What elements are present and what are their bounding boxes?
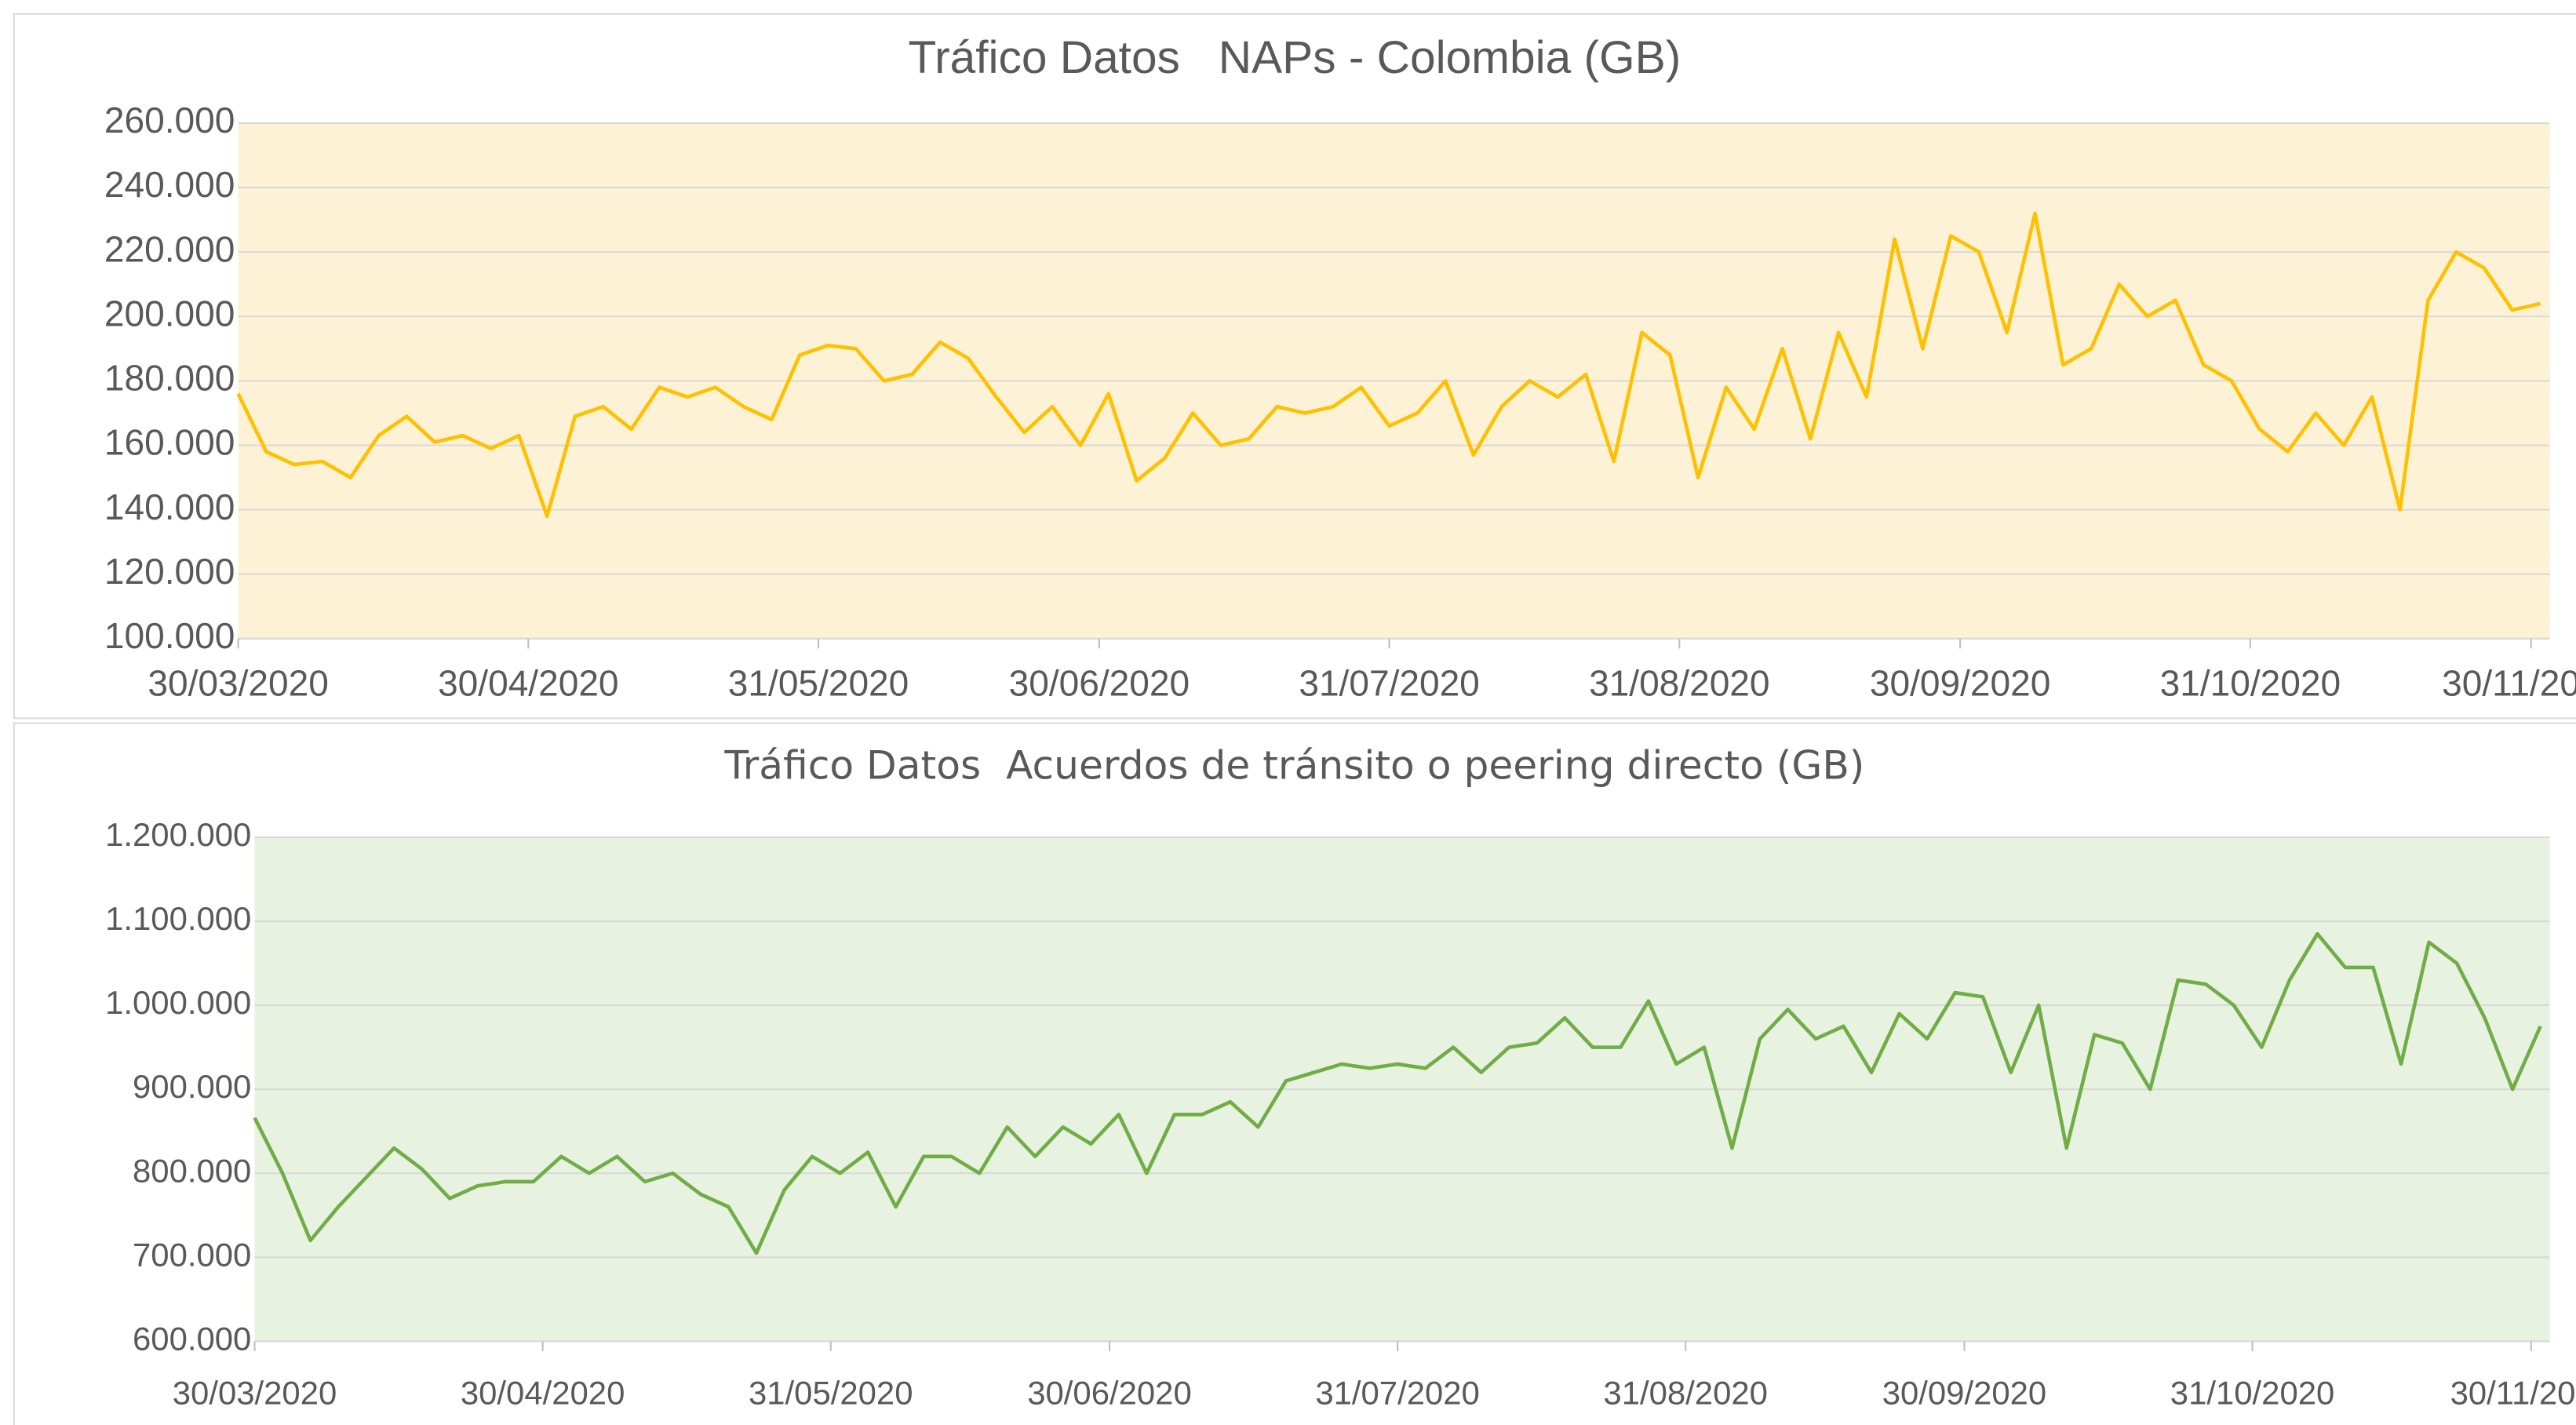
x-tick-label: 30/06/2020 xyxy=(1009,663,1190,704)
x-tick-label: 30/04/2020 xyxy=(438,663,618,704)
y-tick-label: 220.000 xyxy=(104,228,235,269)
y-tick-label: 140.000 xyxy=(104,487,235,527)
y-tick-label: 160.000 xyxy=(104,422,235,463)
y-tick-label: 1.000.000 xyxy=(105,984,251,1021)
x-tick-label: 31/08/2020 xyxy=(1589,663,1769,704)
chart-title: Tráfico Datos NAPs - Colombia (GB) xyxy=(908,32,1681,83)
x-tick-label: 31/08/2020 xyxy=(1603,1374,1768,1411)
x-tick-label: 31/07/2020 xyxy=(1315,1374,1480,1411)
y-tick-label: 100.000 xyxy=(104,615,235,656)
y-tick-label: 200.000 xyxy=(104,293,235,333)
y-tick-label: 1.100.000 xyxy=(105,900,251,937)
x-tick-label: 30/04/2020 xyxy=(461,1374,625,1411)
x-tick-label: 30/03/2020 xyxy=(148,663,328,704)
y-tick-label: 240.000 xyxy=(104,164,235,205)
x-tick-label: 30/09/2020 xyxy=(1882,1374,2047,1411)
y-tick-label: 180.000 xyxy=(104,358,235,399)
x-tick-label: 31/05/2020 xyxy=(728,663,909,704)
x-tick-label: 30/11/2020 xyxy=(2442,663,2576,704)
x-tick-label: 30/03/2020 xyxy=(173,1374,337,1411)
y-tick-label: 700.000 xyxy=(133,1236,251,1273)
y-tick-label: 800.000 xyxy=(133,1152,251,1189)
y-tick-label: 600.000 xyxy=(133,1320,251,1357)
y-tick-label: 260.000 xyxy=(104,100,235,140)
x-tick-label: 30/09/2020 xyxy=(1870,663,2050,704)
y-tick-label: 1.200.000 xyxy=(105,816,251,853)
chart-title: Tráfico Datos Acuerdos de tránsito o pee… xyxy=(723,742,1864,789)
data-line xyxy=(253,931,2542,1256)
y-tick-label: 900.000 xyxy=(133,1068,251,1105)
x-tick-label: 31/10/2020 xyxy=(2170,1374,2335,1411)
data-line xyxy=(236,211,2541,519)
x-tick-label: 31/10/2020 xyxy=(2160,663,2341,704)
y-tick-label: 120.000 xyxy=(104,551,235,592)
x-tick-label: 30/06/2020 xyxy=(1027,1374,1192,1411)
x-tick-label: 30/11/2020 xyxy=(2450,1374,2576,1411)
x-tick-label: 31/07/2020 xyxy=(1299,663,1479,704)
x-tick-label: 31/05/2020 xyxy=(749,1374,913,1411)
